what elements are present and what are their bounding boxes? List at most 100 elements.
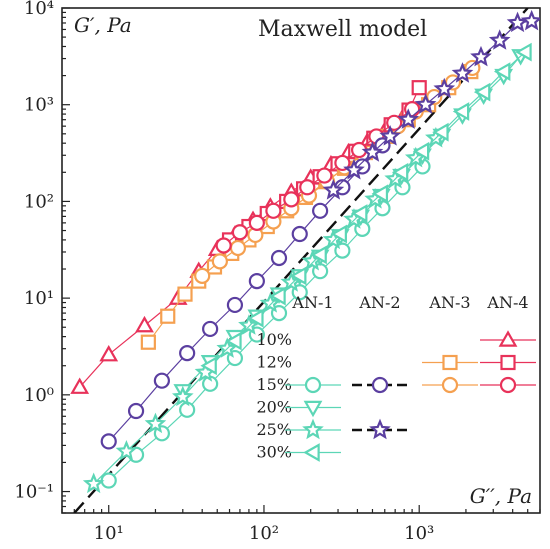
data-point [248, 214, 265, 231]
data-point [226, 296, 244, 314]
data-point [322, 179, 345, 200]
legend-marker [441, 376, 459, 394]
legend-column-header: AN-1 [291, 293, 333, 312]
legend-marker [371, 376, 389, 394]
data-point [299, 179, 316, 196]
legend-marker [303, 443, 320, 462]
data-point [177, 286, 193, 302]
legend-row-label: 30% [256, 443, 292, 462]
data-point [140, 334, 156, 350]
legend-row-label: 20% [256, 398, 292, 417]
data-point [127, 402, 145, 420]
data-point [179, 345, 196, 362]
y-axis-title: G′, Pa [74, 13, 132, 37]
data-point [269, 286, 286, 306]
data-point [200, 356, 217, 376]
legend-marker [500, 354, 516, 371]
data-point [290, 266, 307, 286]
y-tick-label: 10¹ [24, 288, 54, 309]
data-point [473, 82, 491, 102]
data-point [171, 385, 194, 407]
data-point [506, 11, 529, 33]
data-point [312, 202, 329, 219]
legend-column-header: AN-4 [486, 293, 528, 312]
series-line [209, 51, 526, 367]
series-an-2-15pct [100, 137, 391, 450]
data-point [361, 141, 384, 162]
data-point [470, 45, 492, 67]
data-point [144, 412, 167, 434]
series-an-2-25pct [322, 9, 540, 200]
data-point [411, 80, 427, 96]
legend-marker [498, 330, 518, 347]
x-axis-title: G′′, Pa [470, 484, 532, 508]
legend-marker [442, 354, 458, 371]
legend-column-header: AN-3 [428, 293, 470, 312]
data-point [160, 308, 176, 324]
y-tick-label: 10⁰ [24, 385, 54, 406]
data-point [414, 93, 437, 114]
data-point [433, 77, 456, 99]
data-point [211, 253, 228, 270]
data-point [135, 315, 154, 333]
data-point [451, 62, 474, 83]
data-point [179, 401, 196, 418]
data-point [225, 331, 242, 351]
data-point [412, 141, 430, 161]
series-layer [70, 9, 540, 494]
data-point [100, 433, 117, 450]
data-point [70, 377, 90, 394]
data-point [515, 42, 532, 62]
legend-row-label: 25% [256, 420, 292, 439]
data-point [82, 472, 105, 494]
plot-border [61, 7, 541, 514]
data-point [202, 320, 219, 338]
data-point [330, 224, 347, 244]
data-point [316, 167, 333, 184]
y-tick-label: 10⁴ [24, 0, 54, 19]
y-tick-label: 10³ [24, 95, 54, 116]
legend-marker [302, 418, 324, 440]
data-point [270, 249, 288, 267]
data-point [265, 202, 282, 219]
data-point [334, 154, 351, 172]
data-point [231, 224, 249, 241]
data-point [351, 204, 368, 223]
legend-row-label: 12% [256, 353, 292, 372]
data-point [379, 125, 401, 146]
data-point [259, 292, 282, 313]
data-point [247, 308, 264, 328]
data-point [238, 314, 260, 335]
legend-row-label: 10% [256, 330, 292, 349]
data-point [371, 184, 389, 204]
data-point [397, 108, 420, 129]
legend-column-header: AN-2 [358, 293, 400, 312]
data-point [520, 9, 540, 31]
plot-frame [61, 7, 541, 514]
data-point [291, 225, 308, 243]
data-point [194, 267, 211, 284]
data-point [229, 239, 247, 257]
data-point [343, 158, 365, 180]
data-point [432, 122, 449, 142]
data-point [99, 344, 119, 362]
data-point [386, 114, 403, 131]
data-point [283, 191, 300, 208]
y-tick-label: 10⁻¹ [14, 482, 54, 503]
x-tick-label: 10¹ [94, 523, 124, 544]
axis-titles: G′, Pa G′′, Pa Maxwell model [74, 13, 532, 508]
data-point [248, 272, 265, 290]
data-point [391, 162, 409, 182]
legend-row-label: 15% [256, 375, 292, 394]
legend-marker [304, 376, 322, 394]
data-point [452, 102, 470, 121]
series-an-1-30pct [200, 42, 532, 376]
data-point [488, 29, 511, 50]
legend: AN-1 AN-2 AN-3 AN-4 10% 12% 15% 20% 25% 30% [256, 293, 536, 462]
legend-marker [499, 376, 517, 394]
x-tick-label: 10³ [404, 523, 434, 544]
data-point [153, 372, 170, 389]
data-point [115, 440, 138, 461]
data-point [310, 245, 327, 265]
